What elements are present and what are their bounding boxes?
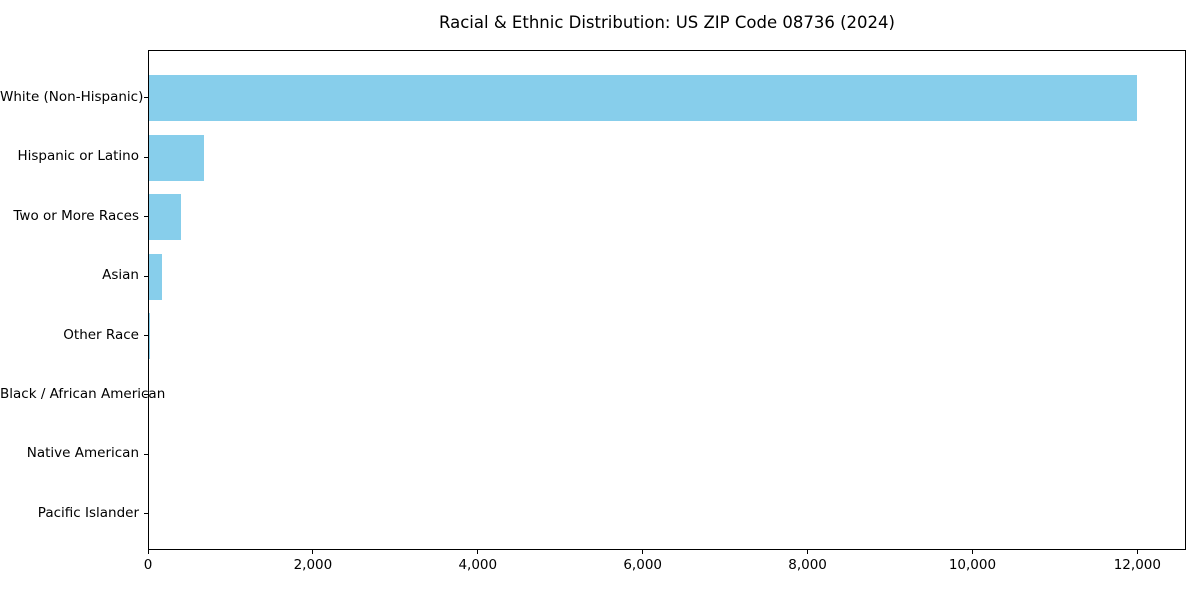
x-tick-label: 12,000 xyxy=(1113,557,1161,573)
y-axis-label: Black / African American xyxy=(0,385,166,402)
y-tick-mark xyxy=(144,513,148,515)
x-tick-mark xyxy=(807,550,809,554)
y-tick-mark xyxy=(144,275,148,277)
chart-title: Racial & Ethnic Distribution: US ZIP Cod… xyxy=(439,13,895,32)
x-tick-mark xyxy=(642,550,644,554)
y-axis-label: Other Race xyxy=(63,326,139,343)
y-tick-mark xyxy=(144,335,148,336)
bar-two-or-more-races xyxy=(149,194,182,241)
y-axis-label: White (Non-Hispanic) xyxy=(0,88,144,105)
x-tick-mark xyxy=(971,550,973,554)
plot-area xyxy=(148,50,1186,550)
y-tick-mark xyxy=(144,453,148,455)
x-tick-mark xyxy=(312,550,314,554)
x-tick-label: 4,000 xyxy=(458,557,498,573)
x-tick-mark xyxy=(147,550,149,554)
y-tick-mark xyxy=(144,216,148,218)
y-axis-label: Hispanic or Latino xyxy=(17,148,139,165)
x-tick-label: 0 xyxy=(143,557,153,573)
bar-other-race xyxy=(149,313,151,359)
x-tick-mark xyxy=(477,550,479,554)
bar-white-non-hispanic xyxy=(149,75,1137,122)
x-tick-label: 10,000 xyxy=(948,557,997,573)
y-axis-label: Two or More Races xyxy=(13,207,139,224)
x-tick-label: 6,000 xyxy=(623,557,662,573)
x-tick-label: 2,000 xyxy=(293,557,333,573)
bar-asian xyxy=(149,253,162,300)
y-tick-mark xyxy=(144,394,148,396)
y-tick-mark xyxy=(144,97,148,99)
y-axis-label: Pacific Islander xyxy=(37,504,139,521)
x-tick-label: 8,000 xyxy=(788,557,827,573)
x-tick-mark xyxy=(1136,550,1138,554)
y-axis-label: Native American xyxy=(26,445,139,462)
y-tick-mark xyxy=(144,156,148,158)
y-axis-label: Asian xyxy=(102,267,139,284)
bar-hispanic-or-latino xyxy=(149,134,205,181)
